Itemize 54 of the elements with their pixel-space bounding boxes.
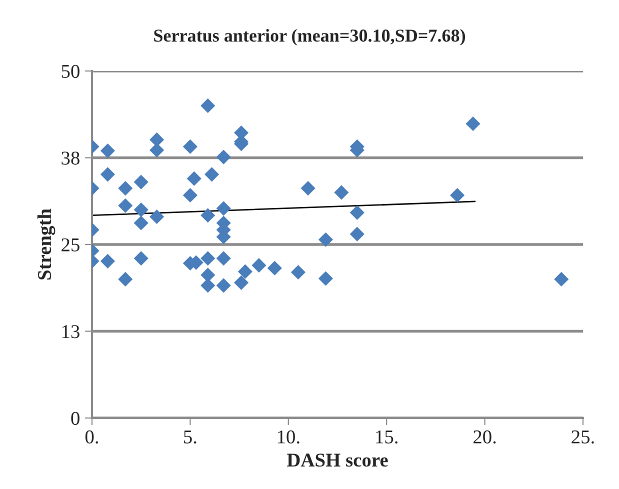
point bbox=[350, 226, 364, 242]
point bbox=[150, 209, 164, 224]
point bbox=[118, 272, 133, 286]
x-tick-label: 15. bbox=[376, 430, 398, 444]
y-tick-label: 25 bbox=[62, 238, 80, 252]
x-tick-label: 5. bbox=[184, 430, 196, 444]
y-tick-label: 13 bbox=[62, 325, 80, 338]
point bbox=[216, 201, 231, 216]
point bbox=[290, 264, 306, 280]
point bbox=[134, 216, 148, 230]
point bbox=[350, 205, 364, 220]
x-tick-label: 20. bbox=[474, 430, 496, 444]
y-axis-title: Strength bbox=[37, 208, 56, 280]
point bbox=[267, 260, 282, 276]
point bbox=[318, 232, 333, 247]
point bbox=[134, 251, 148, 266]
point bbox=[200, 208, 216, 223]
point bbox=[216, 150, 231, 164]
x-axis-title: DASH score bbox=[286, 454, 388, 467]
x-tick-label: 10. bbox=[278, 430, 300, 444]
y-tick-label: 0 bbox=[71, 412, 80, 425]
point bbox=[450, 188, 465, 203]
point bbox=[300, 181, 316, 196]
point bbox=[216, 278, 231, 293]
y-tick-label: 50 bbox=[62, 64, 80, 78]
point bbox=[100, 254, 115, 268]
point bbox=[150, 132, 164, 147]
point bbox=[150, 142, 164, 158]
point bbox=[318, 271, 333, 286]
chart-title: Serratus anterior (mean=30.10,SD=7.68) bbox=[154, 29, 466, 46]
point bbox=[200, 98, 216, 113]
point bbox=[200, 268, 216, 282]
point bbox=[216, 251, 231, 266]
point bbox=[186, 171, 202, 186]
point bbox=[134, 174, 148, 190]
point bbox=[334, 185, 349, 200]
y-tick-label: 38 bbox=[62, 152, 80, 165]
point bbox=[252, 258, 266, 273]
x-tick-label: 0. bbox=[85, 430, 98, 444]
x-tick-label: 25. bbox=[572, 430, 594, 444]
point bbox=[118, 198, 133, 213]
point bbox=[118, 181, 133, 196]
point bbox=[134, 202, 148, 218]
point bbox=[100, 144, 115, 158]
point bbox=[200, 251, 216, 266]
point bbox=[182, 139, 198, 154]
point bbox=[234, 275, 249, 290]
point bbox=[554, 272, 569, 286]
point bbox=[204, 167, 220, 182]
point bbox=[200, 278, 216, 293]
point bbox=[100, 167, 115, 182]
point bbox=[466, 116, 480, 132]
point bbox=[182, 188, 198, 203]
point bbox=[238, 264, 252, 279]
